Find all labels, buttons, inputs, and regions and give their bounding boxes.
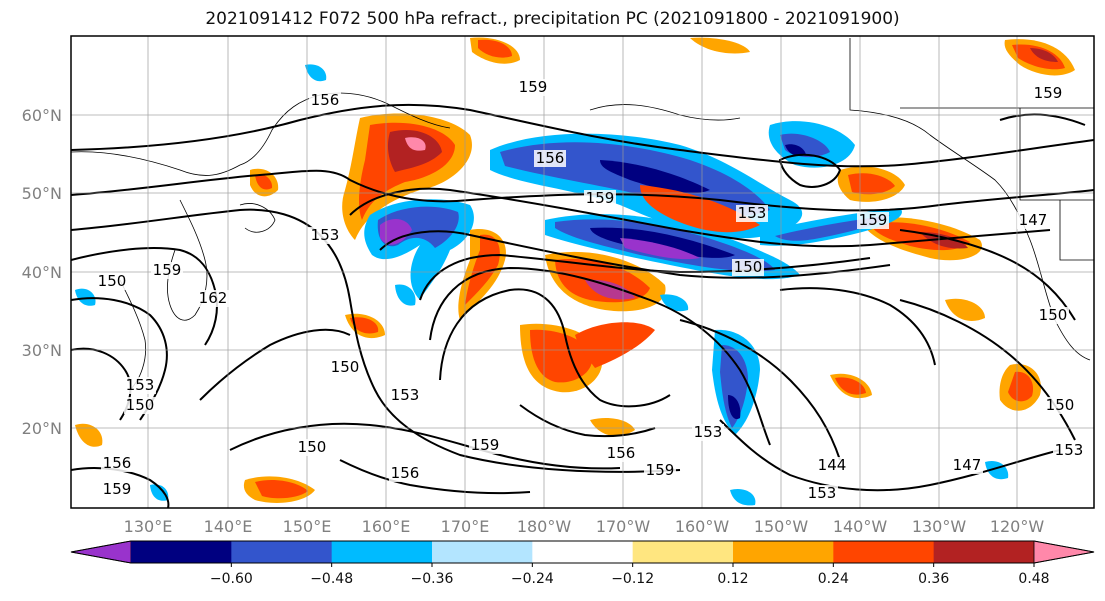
contour-label: 153 [808,484,837,502]
colorbar-tick-label: 0.12 [717,571,748,587]
colorbar-segment [733,541,834,563]
latitude-label: 40°N [22,263,62,282]
colorbar-segment [131,541,232,563]
colorbar-outline [70,540,1095,564]
colorbar [70,540,1095,564]
contour-label: 150 [1039,306,1068,324]
longitude-label: 140°W [833,517,888,536]
longitude-labels: 130°E 140°E 150°E 160°E 170°E 180°W 170°W 160°W… [124,517,1045,536]
colorbar-tick-label: 0.36 [918,571,949,587]
longitude-label: 130°E [124,517,173,536]
contour-label: 159 [646,461,675,479]
longitude-label: 150°E [283,517,332,536]
contour-label: 153 [311,226,340,244]
contour-label: 144 [818,456,847,474]
contour-label-group: 156 159 153 159 156 159 153 159 150 150 162 150 150 1… [96,78,1085,502]
colorbar-segment [532,541,634,563]
colorbar-tick-label: −0.48 [310,571,353,587]
contour-label: 156 [311,91,340,109]
colorbar-tick-label: −0.24 [511,571,554,587]
contour-label: 150 [98,272,127,290]
latitude-label: 50°N [22,184,62,203]
contour-label: 156 [607,444,636,462]
map-title: 2021091412 F072 500 hPa refract., precip… [205,9,900,29]
refractivity-contours [71,103,1094,508]
longitude-label: 130°W [912,517,967,536]
contour-label: 153 [126,376,155,394]
contour-label: 153 [738,204,767,222]
colorbar-extend-min [70,540,132,564]
longitude-label: 160°W [675,517,730,536]
contour-label: 150 [1046,396,1075,414]
contour-label: 159 [103,480,132,498]
colorbar-segment [432,541,533,563]
contour-label: 153 [694,423,723,441]
latitude-label: 60°N [22,106,62,125]
colorbar-tick-label: −0.36 [411,571,454,587]
colorbar-extend-max [1033,540,1095,564]
colorbar-tick-label: 0.24 [818,571,849,587]
colorbar-tick-labels: −0.60 −0.48 −0.36 −0.24 −0.12 0.12 0.24 0.36 0.4… [210,563,1050,587]
colorbar-segment [933,541,1035,563]
contour-label: 159 [859,211,888,229]
contour-label: 150 [298,438,327,456]
colorbar-tick-label: −0.12 [611,571,654,587]
contour-label: 156 [103,454,132,472]
latitude-label: 30°N [22,341,62,360]
colorbar-segment [231,541,333,563]
contour-label: 159 [519,78,548,96]
longitude-label: 120°W [990,517,1045,536]
colorbar-segment [331,541,433,563]
contour-label: 147 [1019,211,1048,229]
colorbar-segment [833,541,935,563]
contour-label: 159 [586,189,615,207]
contour-label: 162 [199,289,228,307]
contour-label: 159 [471,436,500,454]
contour-label: 153 [391,386,420,404]
contour-label: 153 [1055,441,1084,459]
colorbar-segment [632,541,734,563]
longitude-label: 170°E [441,517,490,536]
longitude-label: 160°E [362,517,411,536]
contour-label: 150 [734,258,763,276]
latitude-label: 20°N [22,419,62,438]
longitude-label: 170°W [596,517,651,536]
colorbar-tick-label: 0.48 [1018,571,1049,587]
longitude-label: 150°W [754,517,809,536]
graticule [71,36,1094,508]
precipitation-shading [75,37,1075,506]
longitude-label: 140°E [204,517,253,536]
contour-label: 150 [331,358,360,376]
latitude-labels: 60°N 50°N 40°N 30°N 20°N [22,106,62,438]
contour-label: 156 [391,464,420,482]
map-frame [70,35,1095,509]
longitude-label: 180°W [517,517,572,536]
contour-label: 156 [536,149,565,167]
contour-label: 159 [153,261,182,279]
contour-label: 150 [126,396,155,414]
contour-label: 159 [1034,84,1063,102]
colorbar-tick-label: −0.60 [210,571,253,587]
contour-label: 147 [953,456,982,474]
